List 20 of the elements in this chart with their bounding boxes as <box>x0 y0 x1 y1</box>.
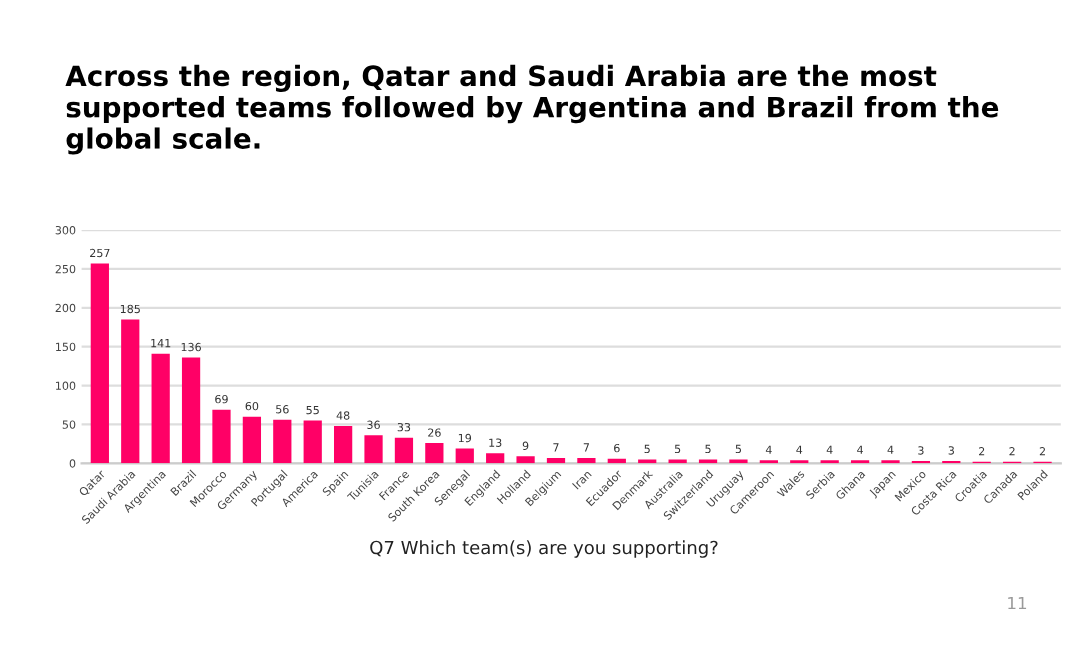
bar <box>334 426 353 464</box>
chart-title: Across the region, Qatar and Saudi Arabia are the most supported teams followed by Argentina and Brazil from the global scale. <box>65 64 999 155</box>
bar <box>212 409 231 464</box>
bar <box>546 457 566 464</box>
bar <box>303 420 322 464</box>
bar <box>455 448 474 464</box>
bar <box>364 435 383 464</box>
bar <box>577 457 596 464</box>
bar <box>90 263 109 464</box>
bar <box>516 456 535 464</box>
bar <box>273 419 292 464</box>
text: 11 <box>1008 596 1027 610</box>
bar <box>486 453 505 464</box>
bar <box>181 357 201 464</box>
bar <box>151 353 170 464</box>
bar <box>425 443 444 464</box>
bar <box>121 319 140 464</box>
x-axis-title: Q7 Which team(s) are you supporting? <box>370 540 718 558</box>
bar <box>242 416 262 464</box>
bar <box>394 437 414 464</box>
